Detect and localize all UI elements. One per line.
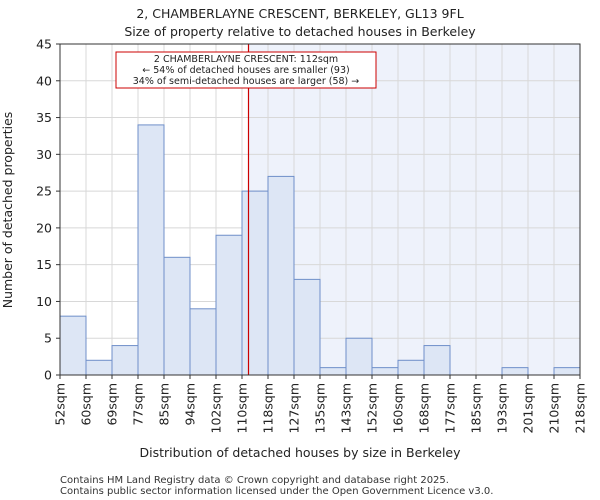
y-tick-label: 15	[36, 257, 52, 272]
x-tick-label: 102sqm	[209, 383, 224, 433]
bar-143sqm	[345, 337, 373, 376]
x-tick-label: 69sqm	[105, 383, 120, 426]
annotation-box: 2 CHAMBERLAYNE CRESCENT: 112sqm ← 54% of…	[115, 51, 377, 89]
x-tick-label: 110sqm	[235, 383, 250, 433]
chart-subtitle: Size of property relative to detached ho…	[124, 24, 476, 39]
y-tick-label: 10	[36, 294, 52, 309]
y-tick-label: 35	[36, 110, 52, 125]
footer-line-1: Contains HM Land Registry data © Crown c…	[60, 475, 449, 486]
bar-160sqm	[397, 359, 425, 376]
bar-152sqm	[371, 367, 399, 376]
bar-94sqm	[189, 308, 217, 376]
x-tick-label: 143sqm	[339, 383, 354, 433]
y-tick-label: 40	[36, 73, 52, 88]
y-tick-label: 45	[36, 37, 52, 52]
x-axis-label: Distribution of detached houses by size …	[139, 445, 461, 460]
x-tick-label: 210sqm	[547, 383, 562, 433]
x-tick-label: 152sqm	[365, 383, 380, 433]
x-tick-label: 94sqm	[183, 383, 198, 426]
bar-52sqm	[59, 315, 87, 376]
x-tick-label: 127sqm	[287, 383, 302, 433]
bar-110sqm	[241, 190, 269, 376]
bar-102sqm	[215, 234, 243, 376]
chart-title: 2, CHAMBERLAYNE CRESCENT, BERKELEY, GL13…	[136, 6, 463, 21]
footer-line-2: Contains public sector information licen…	[60, 486, 493, 497]
bar-69sqm	[111, 345, 139, 376]
x-tick-label: 185sqm	[469, 383, 484, 433]
bar-193sqm	[501, 367, 529, 376]
x-tick-label: 160sqm	[391, 383, 406, 433]
x-tick-label: 168sqm	[417, 383, 432, 433]
annotation-line-2: ← 54% of detached houses are smaller (93…	[142, 65, 349, 76]
x-tick-label: 60sqm	[79, 383, 94, 426]
x-tick-label: 218sqm	[573, 383, 588, 433]
bar-85sqm	[163, 256, 191, 376]
y-tick-label: 20	[36, 220, 52, 235]
bar-135sqm	[319, 367, 347, 376]
annotation-line-3: 34% of semi-detached houses are larger (…	[133, 76, 360, 87]
bar-168sqm	[423, 345, 451, 376]
bar-118sqm	[267, 175, 295, 376]
x-tick-label: 135sqm	[313, 383, 328, 433]
bar-77sqm	[137, 124, 165, 376]
bar-210sqm	[553, 367, 581, 376]
y-tick-label: 25	[36, 184, 52, 199]
annotation-line-1: 2 CHAMBERLAYNE CRESCENT: 112sqm	[154, 54, 338, 65]
y-tick-label: 5	[44, 331, 52, 346]
bars	[59, 124, 581, 376]
x-tick-label: 52sqm	[53, 383, 68, 426]
x-tick-label: 177sqm	[443, 383, 458, 433]
y-ticks: 0 5 10 15 20 25 30 35 40 45	[36, 37, 60, 383]
x-tick-label: 118sqm	[261, 383, 276, 433]
y-tick-label: 30	[36, 147, 52, 162]
x-ticks: 52sqm 60sqm 69sqm 77sqm 85sqm 94sqm 102sqm 110s…	[53, 375, 588, 433]
x-tick-label: 77sqm	[131, 383, 146, 426]
x-tick-label: 85sqm	[157, 383, 172, 426]
x-tick-label: 193sqm	[495, 383, 510, 433]
x-tick-label: 201sqm	[521, 383, 536, 433]
bar-60sqm	[85, 359, 113, 376]
y-axis-label: Number of detached properties	[0, 112, 15, 309]
bar-127sqm	[293, 278, 321, 376]
y-tick-label: 0	[44, 368, 52, 383]
